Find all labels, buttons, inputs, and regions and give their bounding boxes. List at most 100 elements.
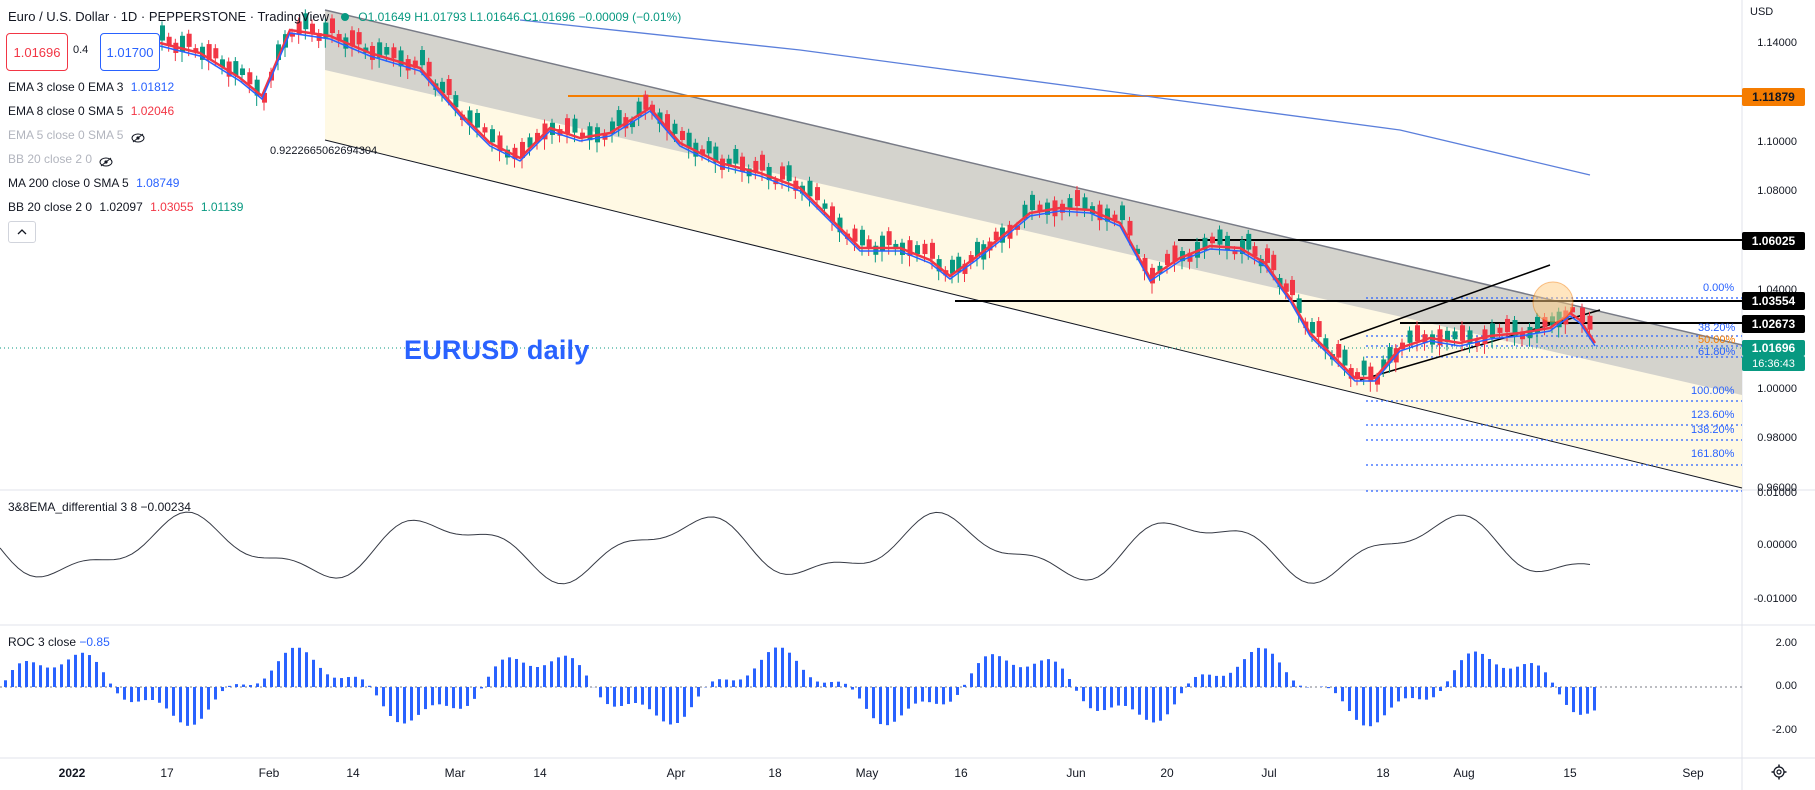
candle-body bbox=[1210, 236, 1215, 244]
roc-bar bbox=[1544, 672, 1547, 687]
sell-button[interactable]: 1.01696 bbox=[6, 33, 68, 71]
roc-bar bbox=[949, 687, 952, 702]
chart-text-label[interactable]: EURUSD daily bbox=[404, 335, 590, 365]
candle-body bbox=[1246, 233, 1252, 250]
roc-bar bbox=[305, 652, 308, 687]
roc-bar bbox=[1460, 660, 1463, 687]
roc-bar bbox=[522, 662, 525, 687]
roc-bar bbox=[1425, 687, 1428, 700]
legend-ma200[interactable]: MA 200 close 0 SMA 5 1.08749 bbox=[8, 175, 183, 191]
candle-body bbox=[1452, 331, 1458, 340]
roc-bar bbox=[1264, 648, 1267, 687]
time-axis-label: 14 bbox=[346, 766, 360, 780]
candle-body bbox=[822, 203, 828, 209]
candle-body bbox=[807, 180, 813, 197]
candle-body bbox=[1497, 327, 1503, 333]
roc-bar bbox=[1250, 651, 1253, 687]
roc-bar bbox=[571, 658, 574, 687]
candle-body bbox=[922, 243, 928, 255]
candle-body bbox=[740, 156, 745, 172]
differential-pane-title[interactable]: 3&8EMA_differential 3 8 −0.00234 bbox=[8, 500, 191, 514]
legend-bb-hidden[interactable]: BB 20 close 2 0 bbox=[8, 151, 117, 167]
buy-button[interactable]: 1.01700 bbox=[100, 33, 160, 71]
candle-body bbox=[1387, 347, 1393, 363]
candle-body bbox=[1225, 235, 1230, 250]
candle-body bbox=[1467, 330, 1473, 344]
legend-ema8[interactable]: EMA 8 close 0 SMA 5 1.02046 bbox=[8, 103, 178, 119]
roc-bar bbox=[1586, 687, 1589, 714]
candle-body bbox=[247, 72, 253, 85]
candle-body bbox=[700, 149, 705, 155]
legend-ema3[interactable]: EMA 3 close 0 EMA 3 1.01812 bbox=[8, 79, 178, 95]
candle-body bbox=[1290, 279, 1295, 296]
candle-body bbox=[852, 228, 858, 242]
time-axis-label: 18 bbox=[768, 766, 782, 780]
candle-body bbox=[310, 23, 315, 34]
candle-body bbox=[1570, 307, 1575, 313]
roc-bar bbox=[1565, 687, 1568, 705]
candle-body bbox=[1460, 325, 1465, 341]
roc-bar bbox=[235, 684, 238, 687]
roc-bar bbox=[669, 687, 672, 725]
gear-icon[interactable] bbox=[1771, 764, 1787, 785]
roc-bar bbox=[683, 687, 686, 717]
roc-bar bbox=[970, 673, 973, 687]
time-axis-label: Apr bbox=[666, 766, 686, 780]
fib-label: 38.20% bbox=[1698, 322, 1736, 334]
roc-bar bbox=[1271, 653, 1274, 687]
candle-body bbox=[1105, 208, 1110, 222]
candle-body bbox=[1142, 257, 1148, 272]
roc-bar bbox=[403, 687, 406, 724]
candle-body bbox=[1120, 205, 1125, 221]
roc-pane-title[interactable]: ROC 3 close −0.85 bbox=[8, 635, 110, 649]
bar-countdown: 16:36:43 bbox=[1742, 356, 1805, 371]
time-axis-label: Feb bbox=[258, 766, 280, 780]
time-axis-label: Mar bbox=[444, 766, 466, 780]
candle-body bbox=[336, 34, 342, 41]
roc-bar bbox=[585, 675, 588, 687]
symbol-title[interactable]: Euro / U.S. Dollar · 1D · PEPPERSTONE · … bbox=[8, 9, 330, 24]
candle-body bbox=[303, 13, 309, 30]
candle-body bbox=[1407, 330, 1413, 343]
currency-selector[interactable]: USD bbox=[1750, 6, 1774, 18]
candle-body bbox=[733, 148, 739, 164]
roc-bar bbox=[1481, 653, 1484, 687]
eye-crossed-icon[interactable] bbox=[99, 155, 113, 167]
roc-bar bbox=[228, 685, 231, 687]
roc-bar bbox=[1180, 687, 1183, 694]
roc-bar bbox=[823, 682, 826, 687]
roc-bar bbox=[935, 687, 938, 704]
roc-bar bbox=[1236, 666, 1239, 687]
roc-bar bbox=[417, 687, 420, 715]
roc-bar bbox=[1376, 687, 1379, 723]
roc-bar bbox=[774, 647, 777, 687]
differential-line bbox=[0, 511, 1591, 585]
candle-body bbox=[636, 101, 642, 117]
roc-bar bbox=[46, 667, 49, 687]
candle-body bbox=[1265, 248, 1270, 263]
candle-body bbox=[1535, 316, 1540, 333]
price-tag-level: 1.03554 bbox=[1742, 292, 1805, 310]
roc-bar bbox=[1285, 672, 1288, 687]
roc-bar bbox=[256, 683, 259, 687]
roc-bar bbox=[1068, 679, 1071, 687]
roc-bar bbox=[1103, 687, 1106, 711]
legend-collapse-button[interactable] bbox=[8, 221, 36, 243]
fib-label: 161.80% bbox=[1691, 448, 1735, 460]
roc-bar bbox=[1054, 661, 1057, 687]
roc-bar bbox=[284, 652, 287, 687]
roc-bar bbox=[1537, 665, 1540, 687]
legend-bb20[interactable]: BB 20 close 2 0 1.02097 1.03055 1.01139 bbox=[8, 199, 247, 215]
roc-bar bbox=[1467, 653, 1470, 687]
roc-bar bbox=[711, 681, 714, 687]
roc-bar bbox=[494, 666, 497, 687]
legend-bb20-upper: 1.03055 bbox=[150, 200, 194, 214]
roc-bar bbox=[1530, 663, 1533, 687]
roc-bar bbox=[732, 680, 735, 687]
eye-crossed-icon[interactable] bbox=[131, 131, 145, 143]
roc-bar bbox=[1327, 687, 1330, 689]
roc-bar bbox=[480, 687, 483, 689]
legend-ema5[interactable]: EMA 5 close 0 SMA 5 bbox=[8, 127, 149, 143]
roc-title: ROC 3 close bbox=[8, 635, 77, 649]
